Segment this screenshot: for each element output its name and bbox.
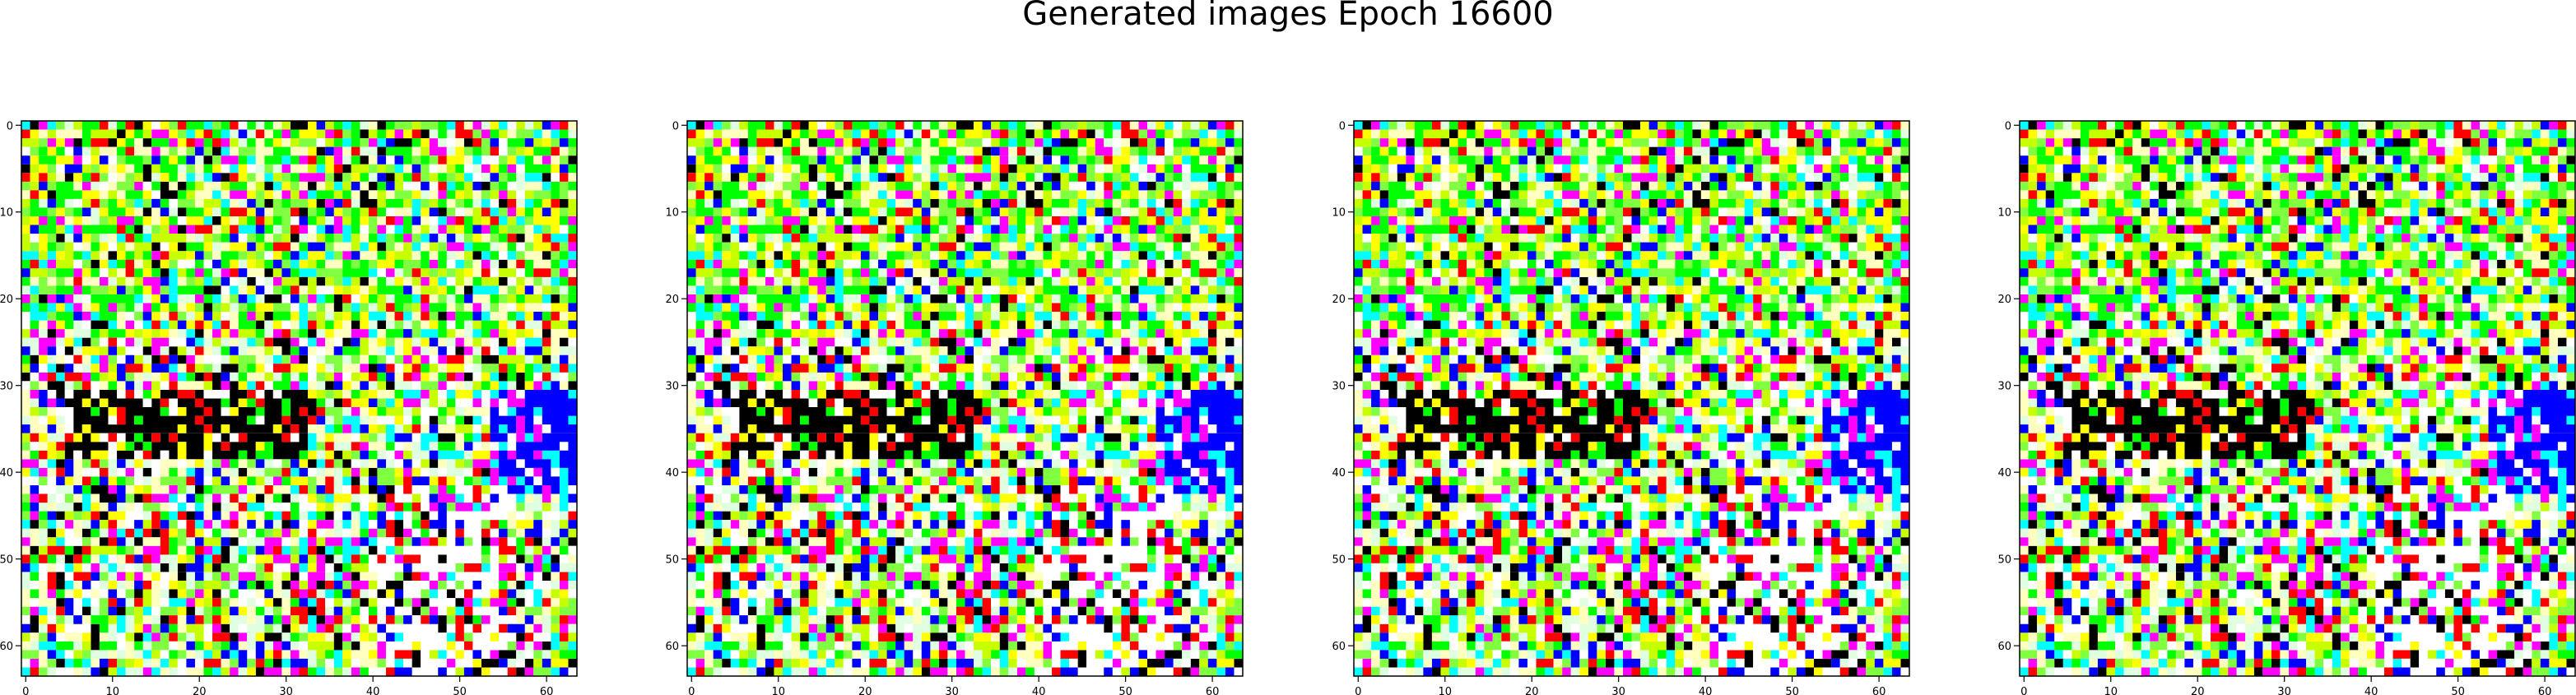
x-tick-label: 30 bbox=[2277, 686, 2291, 695]
image-pixels bbox=[1354, 121, 1909, 676]
image-pixels bbox=[1354, 121, 1909, 676]
y-tick-label: 40 bbox=[0, 467, 13, 480]
y-tick-label: 60 bbox=[1332, 641, 1346, 653]
y-tick-label: 20 bbox=[1332, 294, 1346, 306]
axes-frame bbox=[1353, 120, 1910, 677]
x-tick-label: 0 bbox=[2020, 686, 2027, 695]
y-tick-label: 30 bbox=[0, 381, 13, 393]
y-tick-label: 30 bbox=[1997, 381, 2011, 393]
x-tick-label: 20 bbox=[2191, 686, 2205, 695]
x-tick-label: 20 bbox=[1525, 686, 1539, 695]
y-tick-label: 40 bbox=[1332, 467, 1346, 480]
y-tick-label: 50 bbox=[0, 554, 13, 567]
y-tick-label: 10 bbox=[0, 207, 13, 220]
y-tick-label: 50 bbox=[1997, 554, 2011, 567]
y-tick-label: 0 bbox=[2005, 120, 2011, 132]
x-tick-label: 10 bbox=[105, 686, 119, 695]
x-tick-label: 50 bbox=[453, 686, 467, 695]
x-tick-label: 50 bbox=[2451, 686, 2465, 695]
y-tick-label: 60 bbox=[665, 641, 679, 653]
y-tick-label: 10 bbox=[1997, 207, 2011, 220]
image-pixels bbox=[1354, 121, 1909, 676]
x-tick-label: 10 bbox=[771, 686, 785, 695]
x-tick-label: 60 bbox=[2538, 686, 2552, 695]
y-tick-label: 40 bbox=[1997, 467, 2011, 480]
y-tick-label: 50 bbox=[1332, 554, 1346, 567]
y-tick-label: 20 bbox=[0, 294, 13, 306]
y-tick-label: 40 bbox=[665, 467, 679, 480]
x-tick-label: 0 bbox=[688, 686, 695, 695]
y-tick-label: 0 bbox=[7, 120, 13, 132]
image-pixels bbox=[21, 121, 577, 676]
image-pixels bbox=[2020, 121, 2575, 676]
x-tick-label: 40 bbox=[2364, 686, 2378, 695]
y-tick-label: 30 bbox=[665, 381, 679, 393]
image-pixels bbox=[2020, 121, 2575, 676]
axes-frame bbox=[2019, 120, 2576, 677]
x-tick-label: 30 bbox=[279, 686, 293, 695]
x-tick-label: 50 bbox=[1785, 686, 1799, 695]
x-tick-label: 10 bbox=[1438, 686, 1452, 695]
figure-title: Generated images Epoch 16600 bbox=[1022, 0, 1554, 33]
x-tick-label: 40 bbox=[1699, 686, 1713, 695]
y-tick-label: 60 bbox=[0, 641, 13, 653]
axes-frame bbox=[21, 120, 578, 677]
x-tick-label: 20 bbox=[193, 686, 207, 695]
image-pixels bbox=[21, 121, 577, 676]
y-tick-label: 0 bbox=[1339, 120, 1346, 132]
x-tick-label: 60 bbox=[1872, 686, 1886, 695]
image-pixels bbox=[687, 121, 1243, 676]
image-pixels bbox=[21, 121, 577, 676]
x-tick-label: 40 bbox=[1032, 686, 1046, 695]
x-tick-label: 30 bbox=[1611, 686, 1625, 695]
x-tick-label: 0 bbox=[1355, 686, 1361, 695]
image-pixels bbox=[1354, 121, 1909, 676]
x-tick-label: 20 bbox=[858, 686, 872, 695]
x-tick-label: 50 bbox=[1118, 686, 1132, 695]
image-pixels bbox=[687, 121, 1243, 676]
image-panel-3: 0 10 20 30 40 50 60 0 10 20 30 40 50 60 bbox=[1332, 120, 1910, 695]
x-tick-label: 0 bbox=[22, 686, 29, 695]
axes-frame bbox=[686, 120, 1244, 677]
y-tick-label: 10 bbox=[1332, 207, 1346, 220]
image-panel-1: 0 10 20 30 40 50 60 0 10 20 30 40 50 60 bbox=[0, 120, 578, 695]
image-pixels bbox=[2020, 121, 2575, 676]
y-tick-label: 50 bbox=[665, 554, 679, 567]
image-pixels bbox=[2020, 121, 2575, 676]
x-tick-label: 30 bbox=[945, 686, 959, 695]
image-pixels bbox=[687, 121, 1243, 676]
x-tick-label: 60 bbox=[540, 686, 554, 695]
image-pixels bbox=[21, 121, 577, 676]
y-tick-label: 20 bbox=[1997, 294, 2011, 306]
y-tick-label: 10 bbox=[665, 207, 679, 220]
image-pixels bbox=[687, 121, 1243, 676]
x-tick-label: 40 bbox=[366, 686, 380, 695]
x-tick-label: 60 bbox=[1206, 686, 1220, 695]
image-panel-2: 0 10 20 30 40 50 60 0 10 20 30 40 50 60 bbox=[665, 120, 1244, 695]
y-tick-label: 20 bbox=[665, 294, 679, 306]
image-panel-4: 0 10 20 30 40 50 60 0 10 20 30 40 50 60 bbox=[1997, 120, 2576, 695]
y-tick-label: 60 bbox=[1997, 641, 2011, 653]
y-tick-label: 30 bbox=[1332, 381, 1346, 393]
x-tick-label: 10 bbox=[2104, 686, 2118, 695]
y-tick-label: 0 bbox=[672, 120, 679, 132]
